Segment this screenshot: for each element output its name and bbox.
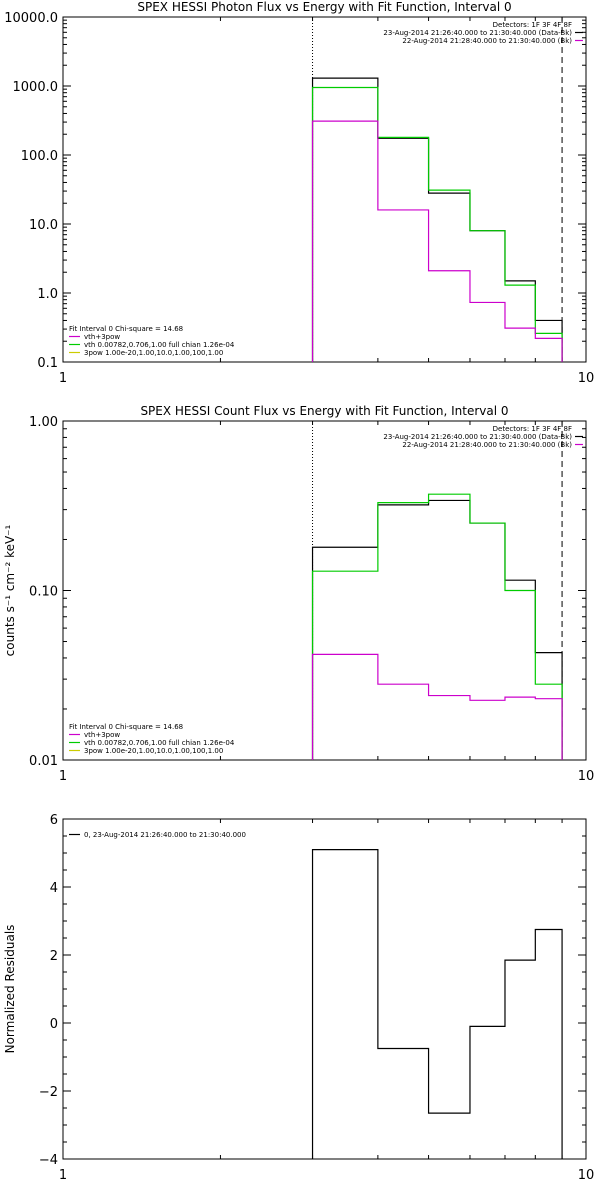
x-tick-label: 10 [578,769,595,784]
header-line: 22-Aug-2014 21:28:40.000 to 21:30:40.000… [402,441,572,449]
header-line: 23-Aug-2014 21:26:40.000 to 21:30:40.000… [383,433,572,441]
y-tick-label: −4 [39,1153,58,1168]
y-tick-label: 0.1 [37,356,58,371]
plot-frame [62,16,587,363]
legend-title: Fit Interval 0 Chi-square = 14.68 [69,723,183,731]
series-1-step-line [311,499,563,760]
y-tick-label: 4 [50,881,58,896]
chart-title: SPEX HESSI Photon Flux vs Energy with Fi… [137,0,511,14]
legend-item-label: vth+3pow [84,731,120,739]
plot-frame [62,818,587,1160]
x-tick-label: 1 [59,371,67,386]
chart-panel-2: SPEX HESSI Count Flux vs Energy with Fit… [3,404,594,784]
series-1-step-line [311,849,563,1159]
series-2-step-line [311,86,563,362]
y-tick-label: 0.10 [29,585,58,600]
chart-panel-3: Normalized Residuals −4 −2 0 2 4 6 1 10 0, 23-Aug… [3,813,594,1183]
y-tick-label: 6 [50,813,58,828]
x-tick-label: 1 [59,769,67,784]
legend-item-label: vth 0.00782,0.706,1.00 full chian 1.26e-… [84,341,235,349]
header-line: 23-Aug-2014 21:26:40.000 to 21:30:40.000… [383,29,572,37]
chart-title: SPEX HESSI Count Flux vs Energy with Fit… [140,404,508,418]
header-line: 22-Aug-2014 21:28:40.000 to 21:30:40.000… [402,37,572,45]
y-tick-label: 1.00 [29,415,58,430]
header-line: Detectors: 1F 3F 4F 8F [493,425,572,433]
x-tick-label: 10 [578,1168,595,1183]
series-3-step-line [311,653,563,760]
legend-title: Fit Interval 0 Chi-square = 14.68 [69,325,183,333]
y-tick-label: 1000.0 [13,80,59,95]
y-tick-label: 0.01 [29,754,58,769]
legend-item-label: 3pow 1.00e-20,1.00,10.0,1.00,100,1.00 [84,747,223,755]
y-tick-label: 10.0 [29,218,58,233]
header-line: Detectors: 1F 3F 4F 8F [493,21,572,29]
legend-item-label: vth+3pow [84,333,120,341]
legend-item-label: 0, 23-Aug-2014 21:26:40.000 to 21:30:40.… [84,831,246,839]
y-tick-label: 2 [50,949,58,964]
legend-item-label: vth 0.00782,0.706,1.00 full chian 1.26e-… [84,739,235,747]
x-tick-label: 1 [59,1168,67,1183]
y-tick-label: 1.0 [37,287,58,302]
y-tick-label: 0 [50,1017,58,1032]
y-axis-label: Normalized Residuals [3,925,17,1054]
legend-item-label: 3pow 1.00e-20,1.00,10.0,1.00,100,1.00 [84,349,223,357]
x-tick-label: 10 [578,371,595,386]
y-axis-label: counts s⁻¹ cm⁻² keV⁻¹ [3,524,17,656]
series-3-step-line [311,120,563,362]
y-tick-label: 10000.0 [4,11,58,26]
chart-panel-1: SPEX HESSI Photon Flux vs Energy with Fi… [4,0,594,386]
y-tick-label: 100.0 [21,149,58,164]
y-tick-label: −2 [39,1085,58,1100]
series-2-step-line [311,493,563,760]
